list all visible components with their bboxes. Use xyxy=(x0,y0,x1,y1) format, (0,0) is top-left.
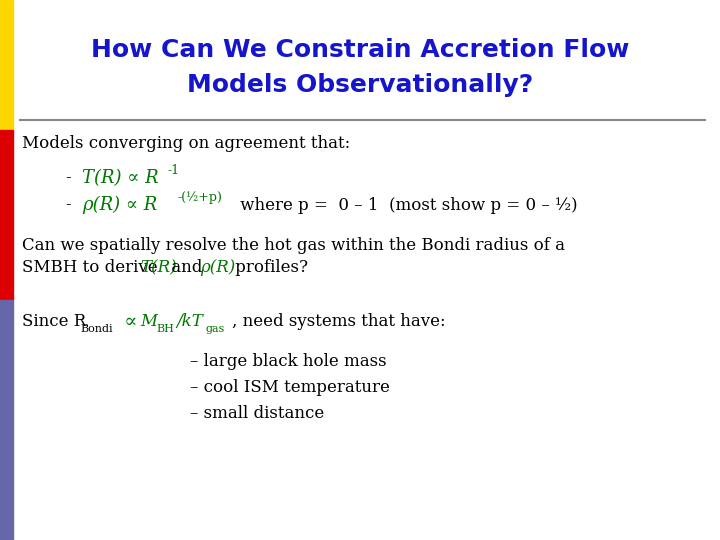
Text: /kT: /kT xyxy=(176,314,203,330)
Text: -1: -1 xyxy=(168,164,180,177)
Text: and: and xyxy=(166,260,207,276)
Text: Since R: Since R xyxy=(22,314,86,330)
Text: – small distance: – small distance xyxy=(190,406,324,422)
Text: Can we spatially resolve the hot gas within the Bondi radius of a: Can we spatially resolve the hot gas wit… xyxy=(22,237,565,253)
Text: -: - xyxy=(65,170,71,186)
Text: -(½+p): -(½+p) xyxy=(177,191,222,204)
Text: Models converging on agreement that:: Models converging on agreement that: xyxy=(22,134,350,152)
Text: T(R): T(R) xyxy=(140,260,176,276)
Bar xyxy=(0,0,13,130)
Text: BH: BH xyxy=(156,324,174,334)
Text: ∝: ∝ xyxy=(118,313,144,331)
Text: M: M xyxy=(140,314,157,330)
Text: -: - xyxy=(65,197,71,213)
Text: where p =  0 – 1  (most show p = 0 – ½): where p = 0 – 1 (most show p = 0 – ½) xyxy=(235,197,577,213)
Text: – large black hole mass: – large black hole mass xyxy=(190,354,387,370)
Bar xyxy=(0,130,13,300)
Text: ρ(R): ρ(R) xyxy=(200,260,235,276)
Text: How Can We Constrain Accretion Flow: How Can We Constrain Accretion Flow xyxy=(91,38,629,62)
Text: profiles?: profiles? xyxy=(230,260,308,276)
Text: Models Observationally?: Models Observationally? xyxy=(187,73,533,97)
Text: Bondi: Bondi xyxy=(80,324,112,334)
Text: SMBH to derive: SMBH to derive xyxy=(22,260,163,276)
Text: T(R) ∝ R: T(R) ∝ R xyxy=(82,169,158,187)
Text: , need systems that have:: , need systems that have: xyxy=(232,314,446,330)
Bar xyxy=(0,300,13,540)
Text: gas: gas xyxy=(206,324,225,334)
Text: – cool ISM temperature: – cool ISM temperature xyxy=(190,380,390,396)
Text: ρ(R) ∝ R: ρ(R) ∝ R xyxy=(82,196,157,214)
